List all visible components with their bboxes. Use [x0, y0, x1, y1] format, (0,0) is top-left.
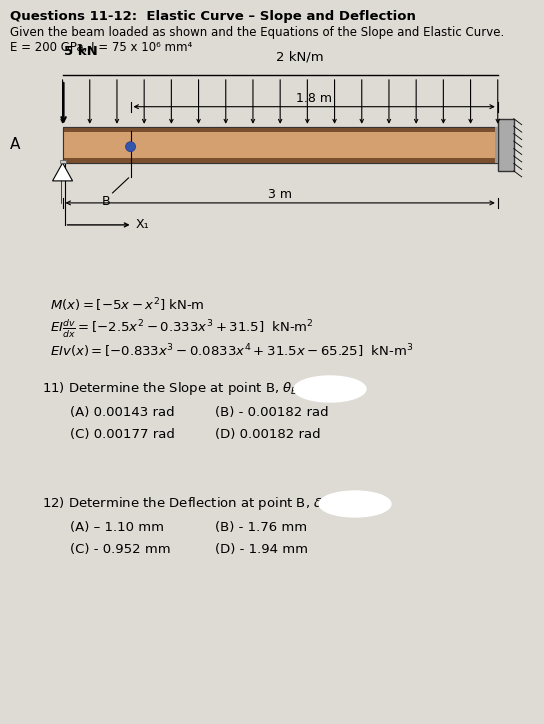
Polygon shape	[53, 163, 72, 181]
Text: (C) - 0.952 mm: (C) - 0.952 mm	[70, 543, 171, 556]
Bar	[63, 127, 498, 163]
Text: B: B	[102, 195, 111, 208]
Text: Given the beam loaded as shown and the Equations of the Slope and Elastic Curve.: Given the beam loaded as shown and the E…	[10, 26, 504, 39]
Text: (B) - 1.76 mm: (B) - 1.76 mm	[215, 521, 307, 534]
Text: 1.8 m: 1.8 m	[296, 92, 332, 105]
Bar	[63, 158, 498, 163]
Text: (A) – 1.10 mm: (A) – 1.10 mm	[70, 521, 164, 534]
Ellipse shape	[294, 376, 366, 402]
Text: (D) 0.00182 rad: (D) 0.00182 rad	[215, 428, 320, 441]
Text: $EI\frac{dv}{dx} = [-2.5x^2 - 0.333x^3 + 31.5]$  kN-m$^2$: $EI\frac{dv}{dx} = [-2.5x^2 - 0.333x^3 +…	[50, 318, 314, 340]
Bar	[63, 132, 498, 158]
Text: 12) Determine the Deflection at point B, $\delta_B$: 12) Determine the Deflection at point B,…	[42, 495, 329, 512]
Text: $M(x) = [-5x - x^2]$ kN-m: $M(x) = [-5x - x^2]$ kN-m	[50, 296, 205, 313]
Text: 11) Determine the Slope at point B, $\theta_B$.: 11) Determine the Slope at point B, $\th…	[42, 380, 302, 397]
Bar	[63, 127, 498, 132]
Text: (B) - 0.00182 rad: (B) - 0.00182 rad	[215, 406, 329, 419]
Text: X₁: X₁	[135, 219, 149, 232]
Text: 5 kN: 5 kN	[64, 45, 97, 58]
Text: $EIv(x) = [-0.833x^3 - 0.0833x^4 + 31.5x - 65.25]$  kN-m$^3$: $EIv(x) = [-0.833x^3 - 0.0833x^4 + 31.5x…	[50, 342, 413, 360]
Bar	[494, 127, 498, 163]
Text: (A) 0.00143 rad: (A) 0.00143 rad	[70, 406, 175, 419]
Text: E = 200 GPa, I = 75 x 10⁶ mm⁴: E = 200 GPa, I = 75 x 10⁶ mm⁴	[10, 41, 192, 54]
Text: A: A	[10, 138, 20, 152]
Text: (D) - 1.94 mm: (D) - 1.94 mm	[215, 543, 308, 556]
Bar	[63, 127, 498, 163]
Bar	[59, 160, 66, 163]
Ellipse shape	[319, 491, 391, 517]
Text: (C) 0.00177 rad: (C) 0.00177 rad	[70, 428, 175, 441]
Bar	[498, 119, 514, 171]
Text: Questions 11-12:  Elastic Curve – Slope and Deflection: Questions 11-12: Elastic Curve – Slope a…	[10, 10, 416, 23]
Text: 2 kN/m: 2 kN/m	[276, 50, 324, 63]
Circle shape	[126, 142, 135, 152]
Text: 3 m: 3 m	[268, 188, 292, 201]
